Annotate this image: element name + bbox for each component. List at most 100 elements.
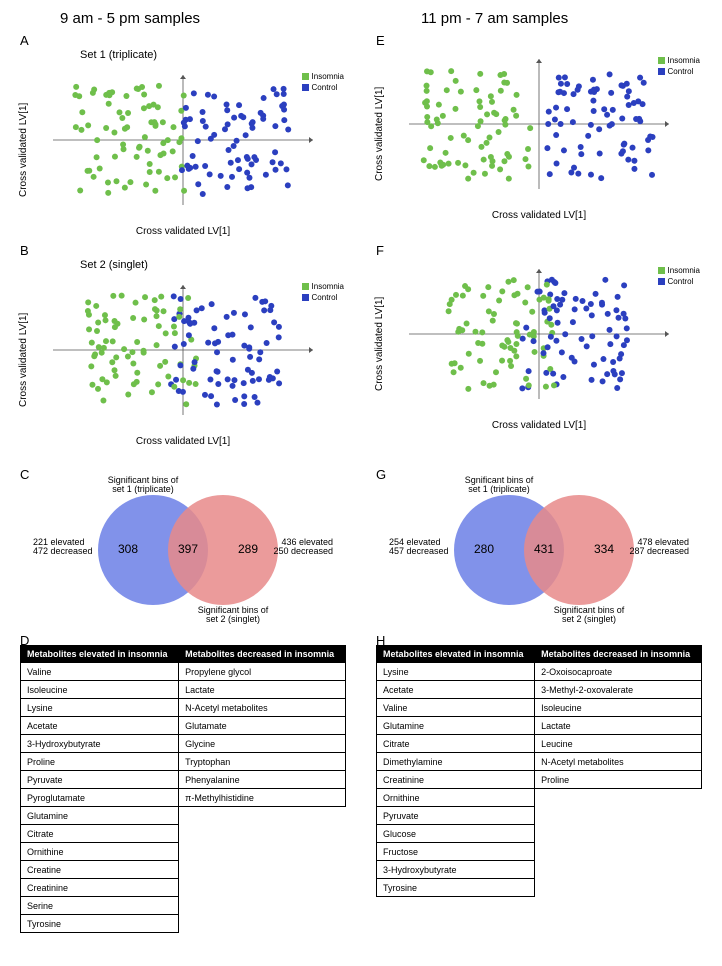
table-header-elevated: Metabolites elevated in insomnia [377,646,535,663]
table-cell: 2-Oxoisocaproate [535,663,702,681]
svg-text:280: 280 [474,542,494,556]
table-cell: Lactate [535,717,702,735]
svg-text:289: 289 [238,542,258,556]
panel-letter: F [376,243,384,258]
table-cell-empty [179,915,346,933]
table-cell: π-Methylhistidine [179,789,346,807]
panel-D: D Metabolites elevated in insomnia Metab… [20,631,346,933]
svg-text:254 elevated457 decreased: 254 elevated457 decreased [389,537,449,556]
table-cell: Isoleucine [535,699,702,717]
table-cell-empty [179,807,346,825]
table-cell-empty [535,825,702,843]
table-header-elevated: Metabolites elevated in insomnia [21,646,179,663]
table-header-decreased: Metabolites decreased in insomnia [179,646,346,663]
table-cell: Acetate [377,681,535,699]
legend: Insomnia Control [658,55,700,77]
table-cell-empty [179,825,346,843]
svg-text:308: 308 [118,542,138,556]
panel-E: E Insomnia Control Cross validated LV[1]… [376,31,702,235]
swatch-control [658,278,665,285]
table-cell: Tyrosine [377,879,535,897]
table-cell: Lysine [21,699,179,717]
table-cell: Leucine [535,735,702,753]
legend: Insomnia Control [658,265,700,287]
x-axis-label: Cross validated LV[1] [20,226,346,237]
scatter-wrap: Insomnia Control Cross validated LV[1] C… [20,275,346,445]
table-cell: Glutamine [21,807,179,825]
panel-letter: A [20,33,29,48]
table-cell: Proline [21,753,179,771]
panel-subtitle: Set 2 (singlet) [80,259,346,271]
legend-control: Control [668,66,694,77]
panel-letter: C [20,467,29,482]
table-cell: Phenyalanine [179,771,346,789]
x-axis-label: Cross validated LV[1] [376,210,702,221]
right-column-title: 11 pm - 7 am samples [381,10,702,27]
y-axis-label: Cross validated LV[1] [18,65,29,235]
table-cell: Tyrosine [21,915,179,933]
legend: Insomnia Control [302,71,344,93]
table-cell-empty [179,879,346,897]
y-axis-label: Cross validated LV[1] [374,49,385,219]
table-cell-empty [535,789,702,807]
panel-G: G 280431334Sgnificant bins ofset 1 (trip… [376,465,702,625]
table-cell-empty [535,879,702,897]
table-cell: Lactate [179,681,346,699]
table-cell: Lysine [377,663,535,681]
svg-text:436 elevated250 decreased: 436 elevated250 decreased [273,537,333,556]
table-cell-empty [179,861,346,879]
table-cell: Valine [21,663,179,681]
table-cell: Glutamate [179,717,346,735]
swatch-insomnia [302,73,309,80]
table-header-decreased: Metabolites decreased in insomnia [535,646,702,663]
svg-text:334: 334 [594,542,614,556]
swatch-insomnia [658,267,665,274]
table-cell-empty [179,897,346,915]
svg-text:478 elevated287 decreased: 478 elevated287 decreased [629,537,689,556]
svg-text:Significant bins ofset 2 (sing: Significant bins ofset 2 (singlet) [198,605,269,624]
legend-insomnia: Insomnia [312,281,344,292]
x-axis-label: Cross validated LV[1] [376,420,702,431]
table-cell: Ornithine [21,843,179,861]
table-cell-empty [535,843,702,861]
table-cell: Serine [21,897,179,915]
table-cell-empty [179,843,346,861]
legend: Insomnia Control [302,281,344,303]
table-cell: 3-Methyl-2-oxovalerate [535,681,702,699]
panel-A: A Set 1 (triplicate) Insomnia Control Cr… [20,31,346,235]
table-cell: Isoleucine [21,681,179,699]
table-cell: N-Acetyl metabolites [535,753,702,771]
figure-grid: A Set 1 (triplicate) Insomnia Control Cr… [20,31,702,933]
svg-text:Significant bins ofset 1 (trip: Significant bins ofset 1 (triplicate) [108,475,179,494]
swatch-insomnia [302,283,309,290]
table-cell: Glutamine [377,717,535,735]
svg-text:431: 431 [534,542,554,556]
metabolite-table: Metabolites elevated in insomnia Metabol… [376,645,702,897]
legend-control: Control [668,276,694,287]
legend-insomnia: Insomnia [668,55,700,66]
table-cell: Fructose [377,843,535,861]
table-cell: 3-Hydroxybutyrate [377,861,535,879]
svg-text:Significant bins ofset 2 (sing: Significant bins ofset 2 (singlet) [554,605,625,624]
svg-text:397: 397 [178,542,198,556]
legend-insomnia: Insomnia [312,71,344,82]
left-column-title: 9 am - 5 pm samples [20,10,341,27]
table-cell: Creatine [21,861,179,879]
table-cell: Tryptophan [179,753,346,771]
panel-subtitle: Set 1 (triplicate) [80,49,346,61]
panel-H: H Metabolites elevated in insomnia Metab… [376,631,702,933]
scatter-plot [20,275,346,425]
table-cell: Citrate [21,825,179,843]
table-cell: 3-Hydroxybutyrate [21,735,179,753]
panel-letter: E [376,33,385,48]
table-cell-empty [535,807,702,825]
table-cell: Proline [535,771,702,789]
table-cell: Creatinine [377,771,535,789]
swatch-insomnia [658,57,665,64]
panel-F: F Insomnia Control Cross validated LV[1]… [376,241,702,445]
panel-letter: G [376,467,386,482]
legend-control: Control [312,292,338,303]
venn-diagram: 308 397 289 Significant bins ofset 1 (tripl… [20,465,346,625]
venn-diagram: 280431334Sgnificant bins ofset 1 (tripli… [376,465,702,625]
svg-text:221 elevated472 decreased: 221 elevated472 decreased [33,537,93,556]
